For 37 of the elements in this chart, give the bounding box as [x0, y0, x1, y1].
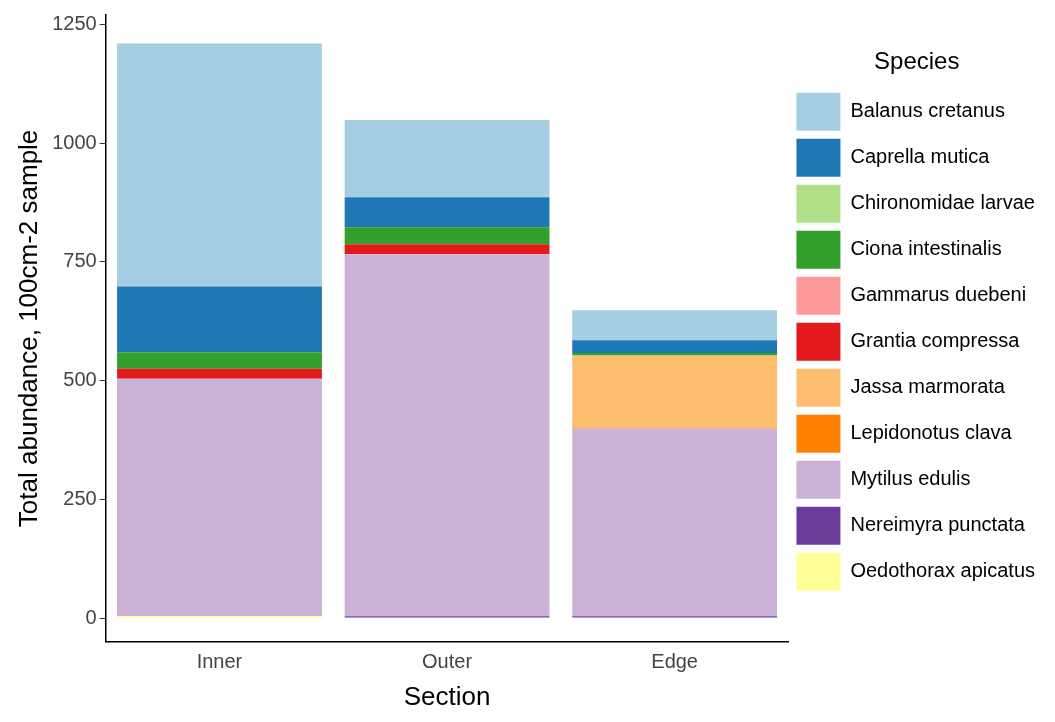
legend-label: Balanus cretanus	[850, 99, 1005, 122]
y-tick-label: 0	[85, 605, 97, 628]
legend-label: Chironomidae larvae	[850, 191, 1035, 214]
x-tick-label: Edge	[651, 650, 699, 673]
x-tick-label: Inner	[196, 650, 243, 673]
bar	[572, 340, 778, 354]
bar	[344, 227, 550, 245]
legend-label: Oedothorax apicatus	[850, 559, 1035, 582]
bar	[344, 244, 550, 255]
legend-title: Species	[874, 46, 960, 74]
legend-label: Nereimyra punctata	[850, 513, 1026, 536]
bar	[344, 197, 550, 228]
bar	[117, 368, 322, 379]
x-axis-title: Section	[403, 680, 491, 711]
bar	[117, 286, 322, 353]
bar	[344, 119, 550, 198]
y-tick-label: 500	[63, 368, 97, 391]
bar	[117, 378, 322, 617]
legend-label: Lepidonotus clava	[850, 421, 1013, 444]
bar	[117, 352, 322, 369]
bar	[572, 355, 778, 428]
legend-label: Grantia compressa	[850, 329, 1021, 352]
y-tick-label: 1000	[52, 130, 97, 153]
legend-label: Mytilus edulis	[850, 467, 971, 490]
y-tick-label: 750	[63, 249, 97, 272]
legend-label: Ciona intestinalis	[850, 237, 1002, 260]
bar	[572, 310, 778, 341]
x-tick-label: Outer	[422, 650, 473, 673]
bar	[344, 254, 550, 617]
y-axis-title: Total abundance, 100cm-2 sample	[12, 129, 43, 528]
legend-label: Caprella mutica	[850, 145, 991, 168]
legend-label: Jassa marmorata	[850, 375, 1006, 398]
y-tick-label: 250	[63, 486, 97, 509]
bar	[117, 43, 322, 287]
y-tick-label: 1250	[52, 12, 97, 35]
bar	[572, 428, 778, 617]
legend-label: Gammarus duebeni	[850, 283, 1027, 306]
